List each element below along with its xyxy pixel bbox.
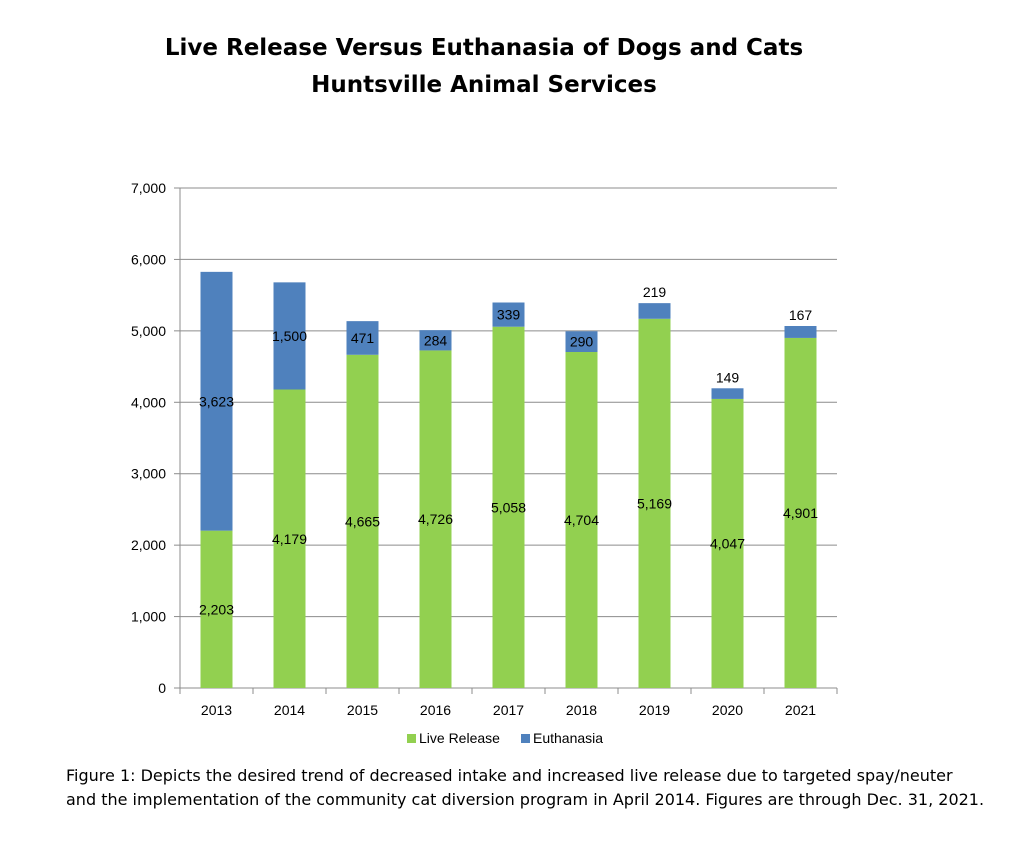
data-label-live-release: 4,704 (564, 512, 599, 528)
bar-live-release (711, 398, 744, 688)
x-tick-label: 2014 (274, 702, 305, 718)
y-tick-label: 2,000 (131, 537, 166, 553)
bar-euthanasia (200, 271, 233, 531)
data-label-euthanasia: 149 (716, 369, 740, 385)
x-tick-label: 2013 (201, 702, 232, 718)
data-label-live-release: 4,179 (272, 531, 307, 547)
bar-euthanasia (273, 282, 306, 390)
data-label-live-release: 5,058 (491, 499, 526, 515)
legend-swatch-live-release (407, 734, 416, 743)
bar-live-release (346, 354, 379, 688)
bar-live-release (492, 326, 525, 688)
data-label-live-release: 4,726 (418, 511, 453, 527)
y-tick-label: 3,000 (131, 466, 166, 482)
data-label-live-release: 2,203 (199, 601, 234, 617)
bar-live-release (565, 352, 598, 688)
data-label-euthanasia: 1,500 (272, 328, 307, 344)
y-tick-label: 5,000 (131, 323, 166, 339)
bar-euthanasia (638, 303, 671, 319)
chart-title: Live Release Versus Euthanasia of Dogs a… (164, 35, 804, 61)
x-tick-label: 2017 (493, 702, 524, 718)
bar-live-release (273, 389, 306, 688)
x-tick-label: 2015 (347, 702, 378, 718)
y-tick-label: 1,000 (131, 609, 166, 625)
x-tick-label: 2019 (639, 702, 670, 718)
x-tick-label: 2021 (785, 702, 816, 718)
legend-label-euthanasia: Euthanasia (533, 730, 603, 746)
bar-euthanasia (419, 330, 452, 351)
data-label-euthanasia: 290 (570, 334, 594, 350)
bar-euthanasia (784, 326, 817, 338)
y-tick-label: 0 (158, 680, 166, 696)
data-label-euthanasia: 471 (351, 330, 375, 346)
y-tick-label: 7,000 (131, 180, 166, 196)
bar-live-release (200, 530, 233, 688)
x-tick-label: 2018 (566, 702, 597, 718)
data-label-euthanasia: 284 (424, 332, 448, 348)
data-label-euthanasia: 3,623 (199, 393, 234, 409)
data-label-euthanasia: 339 (497, 307, 521, 323)
data-label-live-release: 4,665 (345, 513, 380, 529)
y-tick-label: 4,000 (131, 394, 166, 410)
data-label-live-release: 4,047 (710, 535, 745, 551)
bar-euthanasia (711, 388, 744, 399)
data-label-live-release: 4,901 (783, 505, 818, 521)
bar-live-release (638, 318, 671, 688)
bar-euthanasia (492, 302, 525, 327)
bar-euthanasia (346, 321, 379, 355)
legend-label-live-release: Live Release (419, 730, 500, 746)
x-tick-label: 2020 (712, 702, 743, 718)
bar-live-release (419, 350, 452, 688)
data-label-euthanasia: 167 (789, 307, 813, 323)
legend-swatch-euthanasia (521, 734, 530, 743)
chart-subtitle: Huntsville Animal Services (311, 72, 657, 98)
bar-euthanasia (565, 331, 598, 352)
x-tick-label: 2016 (420, 702, 451, 718)
figure-caption: Figure 1: Depicts the desired trend of d… (66, 766, 985, 809)
chart-title-block: Live Release Versus Euthanasia of Dogs a… (0, 30, 968, 104)
stacked-bar-chart: 0 1,000 2,000 3,000 4,000 5,000 6,000 7,000 2,20… (131, 180, 838, 746)
data-label-euthanasia: 219 (643, 284, 667, 300)
data-label-live-release: 5,169 (637, 495, 672, 511)
y-tick-label: 6,000 (131, 251, 166, 267)
bar-live-release (784, 337, 817, 688)
